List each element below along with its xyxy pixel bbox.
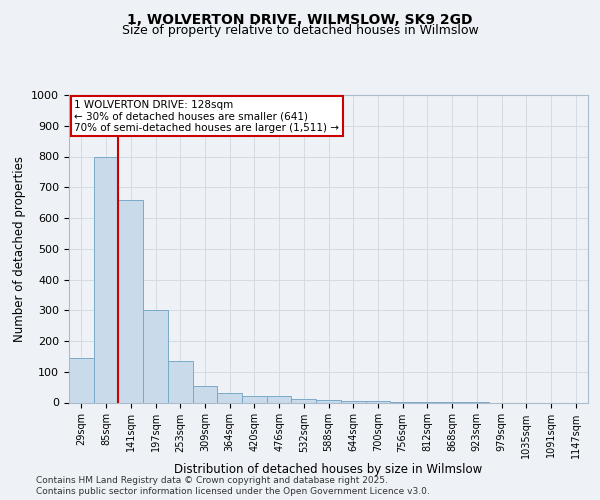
Bar: [292, 399, 316, 402]
Bar: [217, 394, 242, 402]
X-axis label: Distribution of detached houses by size in Wilmslow: Distribution of detached houses by size …: [175, 463, 482, 476]
Text: 1 WOLVERTON DRIVE: 128sqm
← 30% of detached houses are smaller (641)
70% of semi: 1 WOLVERTON DRIVE: 128sqm ← 30% of detac…: [74, 100, 339, 133]
Bar: [365, 401, 390, 402]
Bar: [341, 401, 365, 402]
Bar: [143, 310, 168, 402]
Bar: [118, 200, 143, 402]
Bar: [193, 386, 217, 402]
Bar: [242, 396, 267, 402]
Text: 1, WOLVERTON DRIVE, WILMSLOW, SK9 2GD: 1, WOLVERTON DRIVE, WILMSLOW, SK9 2GD: [127, 12, 473, 26]
Bar: [94, 156, 118, 402]
Text: Size of property relative to detached houses in Wilmslow: Size of property relative to detached ho…: [122, 24, 478, 37]
Bar: [267, 396, 292, 402]
Bar: [316, 400, 341, 402]
Bar: [168, 361, 193, 403]
Text: Contains public sector information licensed under the Open Government Licence v3: Contains public sector information licen…: [36, 488, 430, 496]
Text: Contains HM Land Registry data © Crown copyright and database right 2025.: Contains HM Land Registry data © Crown c…: [36, 476, 388, 485]
Y-axis label: Number of detached properties: Number of detached properties: [13, 156, 26, 342]
Bar: [69, 358, 94, 403]
